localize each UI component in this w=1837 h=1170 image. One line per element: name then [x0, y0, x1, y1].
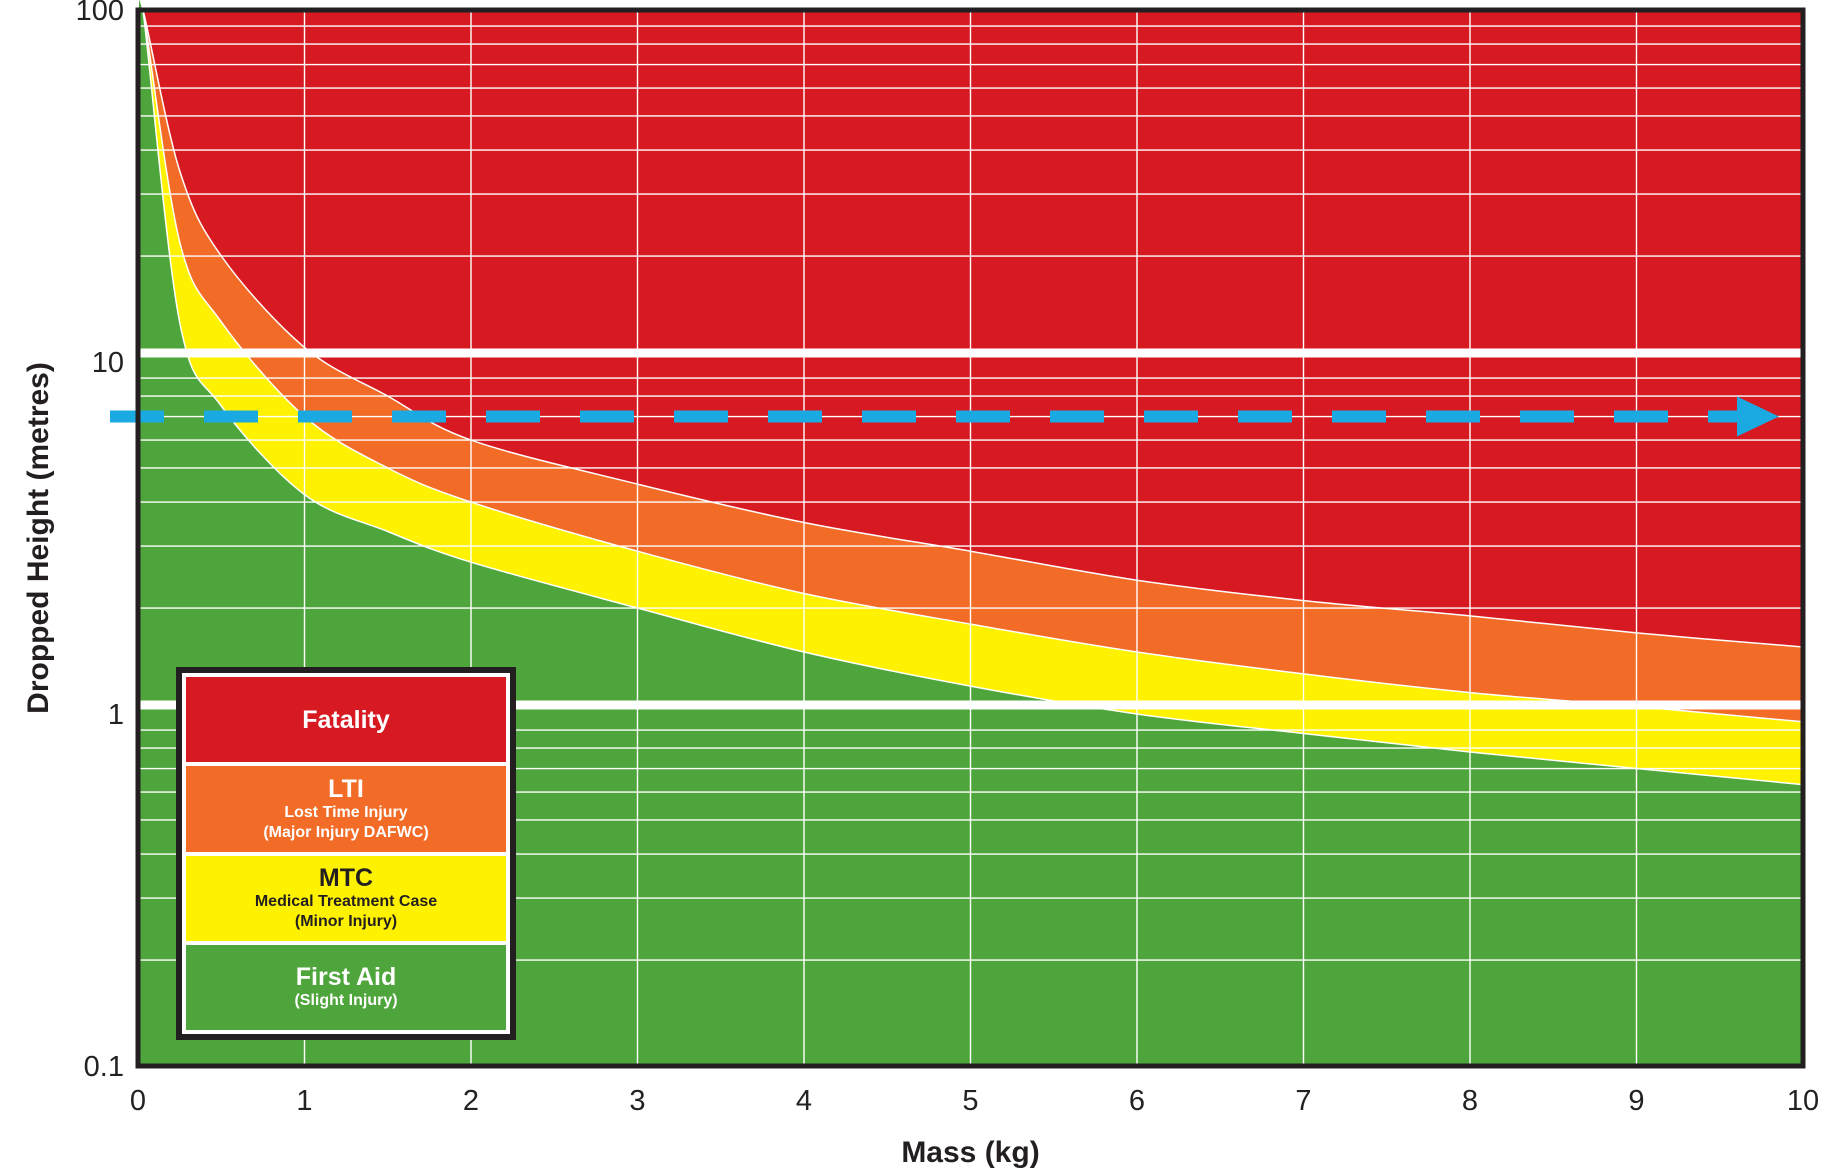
arrow-head [1737, 396, 1779, 437]
x-tick-label: 8 [1462, 1085, 1478, 1117]
tick-labels: 0 1 2 3 4 5 6 7 8 9 10 0.1 1 10 100 [76, 0, 1820, 1117]
x-tick-label: 10 [1787, 1085, 1819, 1117]
legend-label: Fatality [302, 705, 390, 734]
legend-item-lti: LTI Lost Time Injury (Major Injury DAFWC… [186, 766, 506, 852]
y-tick-label: 1 [108, 699, 124, 731]
zone-first-aid [138, 0, 1803, 1066]
x-tick-label: 7 [1295, 1085, 1311, 1117]
y-tick-label: 10 [92, 347, 124, 379]
legend: Fatality LTI Lost Time Injury (Major Inj… [176, 667, 516, 1040]
boundary-curve-2 [137, 0, 1804, 723]
legend-item-first-aid: First Aid (Slight Injury) [186, 944, 506, 1030]
y-tick-label: 0.1 [84, 1051, 124, 1083]
x-tick-label: 1 [296, 1085, 312, 1117]
boundary-curve-3 [137, 0, 1804, 786]
legend-label: LTI [328, 774, 364, 803]
legend-description: (Minor Injury) [294, 913, 398, 931]
y-axis-title: Dropped Height (metres) [22, 362, 55, 714]
x-tick-label: 5 [962, 1085, 978, 1117]
boundary-curve-1 [137, 0, 1804, 648]
legend-item-fatality: Fatality [186, 677, 506, 763]
legend-description: Medical Treatment Case [254, 893, 438, 911]
x-axis-title: Mass (kg) [901, 1136, 1039, 1169]
x-tick-label: 9 [1628, 1085, 1644, 1117]
legend-description: (Major Injury DAFWC) [263, 823, 429, 841]
x-tick-label: 3 [629, 1085, 645, 1117]
plot-frame [135, 7, 1806, 1069]
x-tick-label: 6 [1129, 1085, 1145, 1117]
x-tick-label: 0 [130, 1085, 146, 1117]
legend-label: MTC [318, 864, 374, 893]
legend-item-mtc: MTC Medical Treatment Case (Minor Injury… [186, 855, 506, 941]
height-arrow [110, 396, 1779, 437]
legend-description: (Slight Injury) [294, 992, 398, 1010]
grid [138, 10, 1803, 1066]
legend-description: Lost Time Injury [284, 803, 408, 821]
x-tick-label: 4 [796, 1085, 812, 1117]
x-tick-label: 2 [463, 1085, 479, 1117]
legend-label: First Aid [295, 963, 397, 992]
y-tick-label: 100 [76, 0, 124, 27]
